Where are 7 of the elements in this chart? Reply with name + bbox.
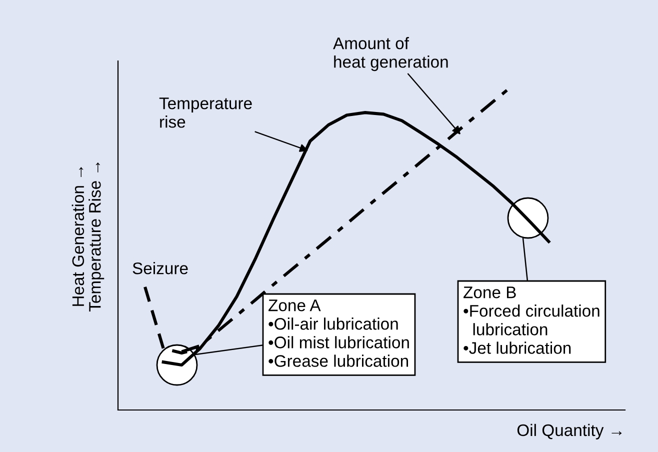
annotation: Seizure	[132, 262, 188, 274]
x-axis-title: Oil Quantity →	[517, 424, 622, 440]
y-axis-title: Heat Generation → Temperature Rise →	[72, 162, 104, 312]
annotation: Temperature rise	[159, 98, 252, 128]
annotation: Zone A •Oil-air lubrication •Oil mist lubrication •Grease lubrication	[268, 300, 409, 367]
annotation: Zone B •Forced circulation lubrication •Jet lubrication	[464, 286, 600, 354]
text: Amount of heat generation	[333, 37, 448, 72]
